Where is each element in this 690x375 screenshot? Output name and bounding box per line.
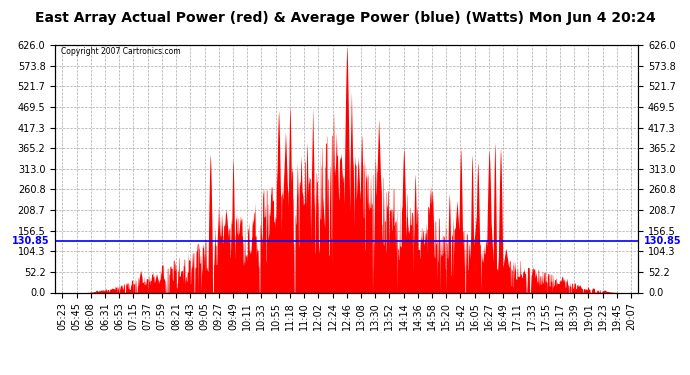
Text: 130.85: 130.85 bbox=[644, 236, 682, 246]
Text: East Array Actual Power (red) & Average Power (blue) (Watts) Mon Jun 4 20:24: East Array Actual Power (red) & Average … bbox=[34, 11, 655, 25]
Text: Copyright 2007 Cartronics.com: Copyright 2007 Cartronics.com bbox=[61, 48, 181, 57]
Text: 130.85: 130.85 bbox=[12, 236, 50, 246]
